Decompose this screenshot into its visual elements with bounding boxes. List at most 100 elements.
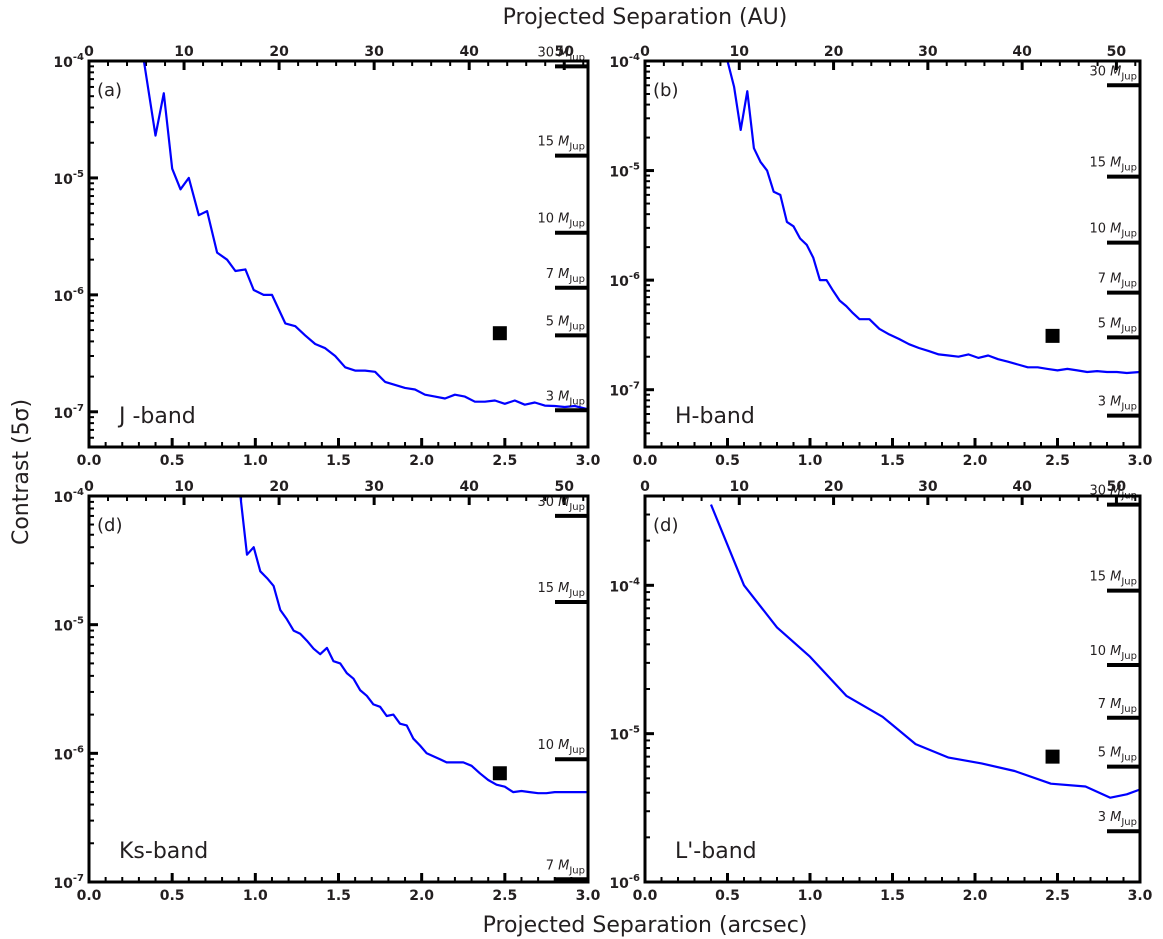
mass-value: 30 bbox=[537, 45, 554, 60]
y-tick-exponent: -7 bbox=[73, 403, 84, 414]
x-tick-label: 2.5 bbox=[1045, 453, 1070, 469]
mass-unit: Jup bbox=[568, 502, 585, 513]
mass-symbol: M bbox=[554, 738, 569, 753]
y-tick-exponent: -4 bbox=[73, 487, 84, 498]
y-tick-base: 10 bbox=[609, 876, 629, 892]
mass-unit: Jup bbox=[568, 274, 585, 285]
mass-value: 7 bbox=[546, 858, 554, 873]
top-tick-label: 10 bbox=[730, 479, 750, 495]
band-label: H-band bbox=[675, 404, 755, 429]
contrast-curve bbox=[726, 61, 1140, 375]
top-tick-label: 20 bbox=[269, 44, 289, 60]
mass-unit: Jup bbox=[1120, 753, 1137, 764]
x-tick-label: 1.0 bbox=[798, 888, 823, 904]
x-tick-label: 0.5 bbox=[715, 888, 740, 904]
companion-marker bbox=[492, 326, 507, 341]
top-tick-label: 30 bbox=[364, 479, 384, 495]
x-tick-label: 0.0 bbox=[77, 888, 102, 904]
mass-value: 30 bbox=[1089, 64, 1106, 79]
y-tick-base: 10 bbox=[53, 172, 73, 188]
mass-symbol: M bbox=[554, 267, 569, 282]
mass-unit: Jup bbox=[568, 219, 585, 230]
mass-symbol: M bbox=[554, 135, 569, 150]
top-tick-label: 10 bbox=[730, 44, 750, 60]
y-tick-exponent: -4 bbox=[73, 52, 84, 63]
x-tick-label: 3.0 bbox=[576, 888, 601, 904]
x-tick-label: 0.5 bbox=[715, 453, 740, 469]
mass-symbol: M bbox=[1106, 810, 1121, 825]
companion-marker bbox=[1045, 328, 1060, 343]
x-tick-label: 1.0 bbox=[243, 888, 268, 904]
y-tick-exponent: -7 bbox=[73, 873, 84, 884]
mass-symbol: M bbox=[1106, 156, 1121, 171]
top-tick-label: 30 bbox=[364, 44, 384, 60]
mass-unit: Jup bbox=[1120, 279, 1137, 290]
top-tick-label: 40 bbox=[1012, 44, 1032, 60]
mass-unit: Jup bbox=[1120, 229, 1137, 240]
mass-symbol: M bbox=[1106, 644, 1121, 659]
top-tick-label: 50 bbox=[554, 479, 574, 495]
y-tick-exponent: -6 bbox=[629, 271, 640, 282]
mass-symbol: M bbox=[554, 495, 569, 510]
mass-value: 7 bbox=[1098, 272, 1106, 287]
band-label: L'-band bbox=[675, 839, 757, 864]
top-tick-label: 20 bbox=[269, 479, 289, 495]
panel-label: (b) bbox=[653, 80, 678, 101]
y-tick-base: 10 bbox=[53, 876, 73, 892]
plot-frame bbox=[87, 494, 590, 884]
band-label: Ks-band bbox=[119, 839, 208, 864]
y-tick-label: 10-4 bbox=[609, 576, 640, 595]
y-tick-exponent: -6 bbox=[629, 873, 640, 884]
plot-frame bbox=[643, 59, 1142, 449]
y-tick-base: 10 bbox=[53, 747, 73, 763]
mass-symbol: M bbox=[1106, 697, 1121, 712]
contrast-panel: 0.0 0.5 1.0 1.5 2.0 2.5 3.00 10 20 30 40 5010-610-5… bbox=[609, 479, 1152, 904]
x-tick-label: 1.5 bbox=[880, 453, 905, 469]
y-tick-base: 10 bbox=[609, 274, 629, 290]
x-tick-label: 3.0 bbox=[576, 453, 601, 469]
contrast-curve bbox=[225, 496, 588, 795]
x-tick-label: 0.5 bbox=[160, 453, 185, 469]
x-tick-label: 0.5 bbox=[160, 888, 185, 904]
top-tick-label: 40 bbox=[459, 479, 479, 495]
mass-unit: Jup bbox=[568, 142, 585, 153]
top-tick-label: 50 bbox=[554, 44, 574, 60]
mass-unit: Jup bbox=[1120, 402, 1137, 413]
x-tick-label: 2.0 bbox=[963, 453, 988, 469]
y-tick-exponent: -4 bbox=[629, 52, 640, 63]
y-tick-label: 10-4 bbox=[53, 487, 84, 506]
mass-symbol: M bbox=[1106, 395, 1121, 410]
x-tick-label: 1.5 bbox=[326, 453, 351, 469]
y-tick-base: 10 bbox=[609, 728, 629, 744]
y-tick-exponent: -5 bbox=[629, 162, 640, 173]
top-tick-label: 30 bbox=[918, 44, 938, 60]
mass-label: 30 MJup bbox=[537, 495, 585, 513]
mass-label: 5 MJup bbox=[1098, 746, 1137, 764]
top-tick-label: 0 bbox=[640, 479, 650, 495]
y-tick-label: 10-5 bbox=[609, 725, 640, 744]
y-tick-label: 10-7 bbox=[53, 403, 84, 422]
mass-unit: Jup bbox=[1120, 163, 1137, 174]
contrast-panel: 0.0 0.5 1.0 1.5 2.0 2.5 3.00 10 20 30 40 5010-710-6… bbox=[609, 44, 1152, 469]
y-tick-base: 10 bbox=[609, 384, 629, 400]
x-tick-label: 2.0 bbox=[963, 888, 988, 904]
y-tick-label: 10-4 bbox=[53, 52, 84, 71]
y-tick-label: 10-5 bbox=[53, 616, 84, 635]
y-tick-label: 10-7 bbox=[53, 873, 84, 892]
mass-value: 10 bbox=[1089, 222, 1106, 237]
mass-value: 10 bbox=[1089, 644, 1106, 659]
band-label: J -band bbox=[117, 404, 196, 429]
y-tick-label: 10-4 bbox=[609, 52, 640, 71]
y-tick-label: 10-5 bbox=[53, 169, 84, 188]
y-tick-label: 10-7 bbox=[609, 381, 640, 400]
y-tick-label: 10-6 bbox=[53, 744, 84, 763]
mass-unit: Jup bbox=[1120, 323, 1137, 334]
mass-label: 10 MJup bbox=[1089, 222, 1137, 240]
mass-unit: Jup bbox=[1120, 651, 1137, 662]
top-tick-label: 0 bbox=[84, 44, 94, 60]
top-tick-label: 10 bbox=[174, 44, 194, 60]
panel-label: (d) bbox=[97, 515, 122, 536]
mass-value: 7 bbox=[1098, 697, 1106, 712]
mass-label: 15 MJup bbox=[537, 581, 585, 599]
